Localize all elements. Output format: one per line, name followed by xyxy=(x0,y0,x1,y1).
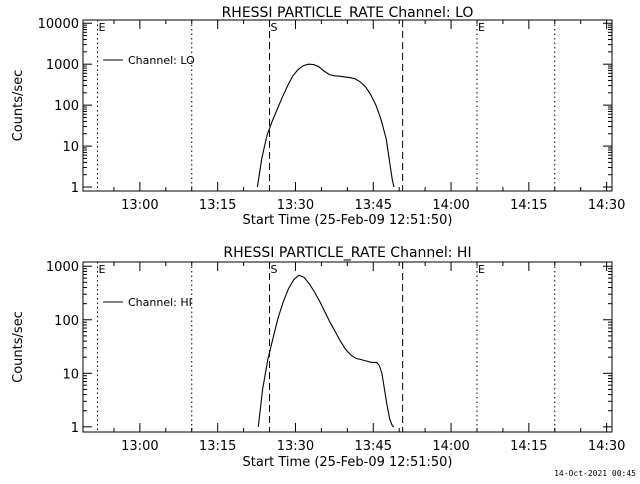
x-axis-label: Start Time (25-Feb-09 12:51:50) xyxy=(243,213,453,228)
x-tick-label: 13:00 xyxy=(121,439,158,454)
x-tick-label: 13:15 xyxy=(199,439,236,454)
legend-label: Channel: HI xyxy=(128,296,192,309)
marker-label: E xyxy=(478,263,485,276)
y-tick-label: 10000 xyxy=(38,17,79,32)
marker-label: S xyxy=(271,263,278,276)
y-axis-label: Counts/sec xyxy=(11,70,26,142)
y-tick-label: 1000 xyxy=(46,58,79,73)
panel-1: RHESSI PARTICLE_RATE Channel: LO Start Ti… xyxy=(11,5,625,228)
y-axis-label: Counts/sec xyxy=(11,311,26,383)
series-line xyxy=(257,274,395,428)
x-tick-label: 14:15 xyxy=(510,439,547,454)
x-tick-label: 13:30 xyxy=(277,439,314,454)
x-tick-label: 13:15 xyxy=(199,198,236,213)
footer-stamp: 14-Oct-2021 00:45 xyxy=(554,469,636,478)
y-tick-label: 1 xyxy=(71,181,79,196)
marker-label: E xyxy=(99,263,106,276)
x-axis-label: Start Time (25-Feb-09 12:51:50) xyxy=(243,455,453,470)
plot-frame xyxy=(82,19,613,192)
chart-title: RHESSI PARTICLE_RATE Channel: LO xyxy=(222,5,474,21)
y-tick-label: 1 xyxy=(71,421,79,436)
legend-label: Channel: LO xyxy=(128,54,195,67)
marker-label: E xyxy=(478,21,485,34)
panel-2: RHESSI PARTICLE_RATE Channel: HI Start Ti… xyxy=(11,245,625,470)
x-tick-label: 13:00 xyxy=(121,198,158,213)
marker-label: S xyxy=(271,21,278,34)
x-tick-label: 14:00 xyxy=(432,198,469,213)
y-tick-label: 100 xyxy=(54,314,79,329)
marker-label: E xyxy=(99,21,106,34)
chart-title: RHESSI PARTICLE_RATE Channel: HI xyxy=(223,245,471,261)
x-tick-label: 14:30 xyxy=(588,439,625,454)
x-tick-label: 14:00 xyxy=(432,439,469,454)
x-tick-label: 13:45 xyxy=(355,439,392,454)
y-tick-label: 10 xyxy=(62,367,79,382)
y-tick-label: 1000 xyxy=(46,260,79,275)
plot-frame xyxy=(82,261,613,433)
x-tick-label: 14:15 xyxy=(510,198,547,213)
x-tick-label: 14:30 xyxy=(588,198,625,213)
x-tick-label: 13:45 xyxy=(355,198,392,213)
x-tick-label: 13:30 xyxy=(277,198,314,213)
y-tick-label: 10 xyxy=(62,140,79,155)
y-tick-label: 100 xyxy=(54,99,79,114)
series-line xyxy=(256,63,395,188)
